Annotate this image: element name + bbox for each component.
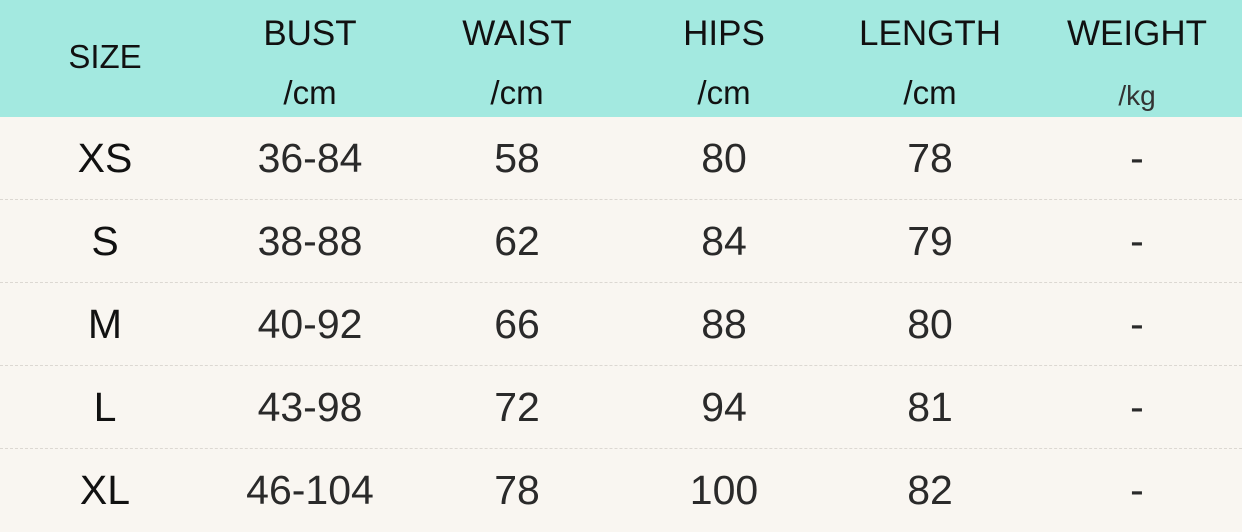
size-cell: S <box>91 218 119 264</box>
value-cell: 81 <box>907 384 953 430</box>
value-cell: 58 <box>494 135 540 181</box>
column-header-bust: BUST/cm <box>207 0 413 117</box>
column-unit: /cm <box>490 74 544 111</box>
column-label: HIPS <box>683 14 765 53</box>
table-row: S 38-88 62 84 79 - <box>0 200 1242 283</box>
value-cell: - <box>1130 135 1144 181</box>
value-cell: 94 <box>701 384 747 430</box>
row-divider <box>0 282 1242 283</box>
value-cell: 78 <box>494 467 540 513</box>
column-header-waist: WAIST/cm <box>414 0 620 117</box>
column-unit: /cm <box>697 74 751 111</box>
column-header-length: LENGTH/cm <box>827 0 1033 117</box>
column-label: WEIGHT <box>1067 14 1207 53</box>
value-cell: 46-104 <box>246 467 374 513</box>
value-cell: 78 <box>907 135 953 181</box>
column-label: WAIST <box>462 14 572 53</box>
value-cell: 72 <box>494 384 540 430</box>
row-divider <box>0 365 1242 366</box>
value-cell: 80 <box>907 301 953 347</box>
value-cell: - <box>1130 301 1144 347</box>
value-cell: 79 <box>907 218 953 264</box>
size-cell: L <box>93 384 117 430</box>
column-label: BUST <box>263 14 357 53</box>
column-label: LENGTH <box>859 14 1001 53</box>
value-cell: 43-98 <box>257 384 363 430</box>
row-divider <box>0 448 1242 449</box>
value-cell: 84 <box>701 218 747 264</box>
value-cell: 88 <box>701 301 747 347</box>
table-row: M 40-92 66 88 80 - <box>0 283 1242 366</box>
column-header-hips: HIPS/cm <box>621 0 827 117</box>
size-cell: M <box>87 301 123 347</box>
value-cell: 80 <box>701 135 747 181</box>
value-cell: 40-92 <box>257 301 363 347</box>
column-unit: /cm <box>903 74 957 111</box>
value-cell: - <box>1130 384 1144 430</box>
value-cell: 36-84 <box>257 135 363 181</box>
column-unit: /kg <box>1118 80 1156 111</box>
size-cell: XL <box>79 467 131 513</box>
table-row: L 43-98 72 94 81 - <box>0 366 1242 449</box>
value-cell: 66 <box>494 301 540 347</box>
column-header-size: SIZE <box>2 0 208 117</box>
row-divider <box>0 199 1242 200</box>
value-cell: - <box>1130 218 1144 264</box>
table-row: XL 46-104 78 100 82 - <box>0 449 1242 532</box>
size-cell: XS <box>77 135 133 181</box>
value-cell: 38-88 <box>257 218 363 264</box>
column-label: SIZE <box>68 38 142 75</box>
table-header: SIZE BUST/cm WAIST/cm HIPS/cm LENGTH/cm WEIGH… <box>0 0 1242 117</box>
value-cell: 82 <box>907 467 953 513</box>
column-unit: /cm <box>283 74 337 111</box>
table-row: XS 36-84 58 80 78 - <box>0 117 1242 200</box>
value-cell: - <box>1130 467 1144 513</box>
column-header-weight: WEIGHT/kg <box>1034 0 1240 117</box>
value-cell: 62 <box>494 218 540 264</box>
value-cell: 100 <box>689 467 759 513</box>
